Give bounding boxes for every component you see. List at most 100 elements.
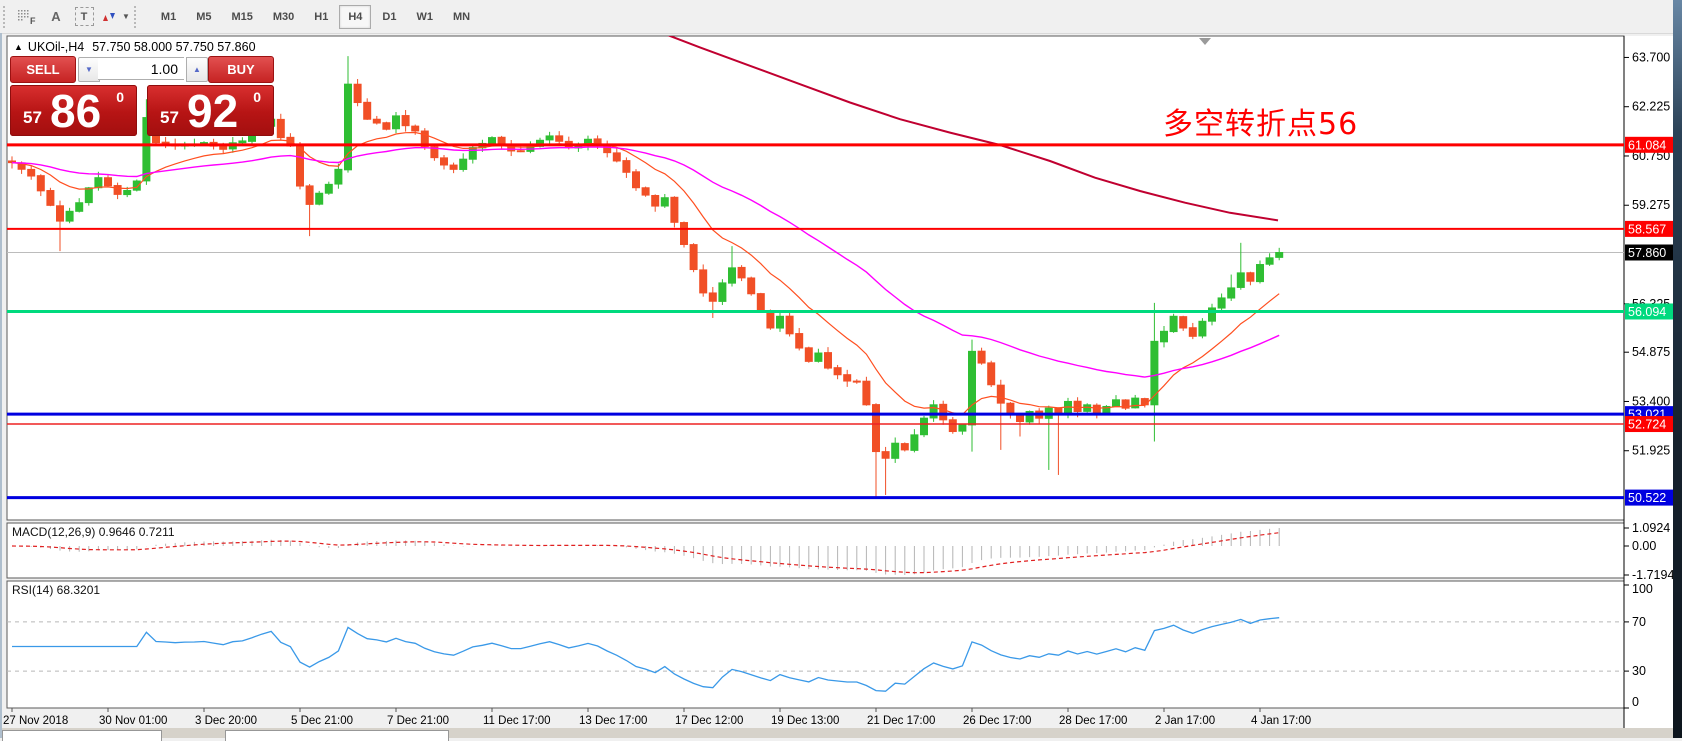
label-tool-glyph: T [74, 7, 94, 26]
trend-ma-line [667, 36, 1279, 222]
macd-panel [6, 522, 1625, 579]
macd-indicator-label: MACD(12,26,9) 0.9646 0.7211 [12, 525, 175, 539]
timeframe-bar: M1 M5 M15 M30 H1 H4 D1 W1 MN [151, 4, 480, 29]
tf-button-W1[interactable]: W1 [416, 10, 433, 23]
buy-price-sup: 0 [253, 89, 261, 105]
price-badge-58.567 [1625, 220, 1673, 237]
svg-text:30 Nov 01:00: 30 Nov 01:00 [99, 715, 167, 727]
sell-price-sup: 0 [116, 89, 124, 105]
tf-button-MN[interactable]: MN [452, 10, 471, 23]
tf-button-H1[interactable]: H1 [314, 10, 329, 23]
toolbar: F A T ▼ M1 M5 M15 M30 H1 H4 D1 W1 MN [0, 0, 1682, 34]
svg-text:53.400: 53.400 [1632, 394, 1670, 408]
svg-text:5 Dec 21:00: 5 Dec 21:00 [291, 715, 353, 727]
price-axis: 63.70062.22560.75059.27556.32554.87553.4… [1624, 50, 1673, 506]
cursor-grid-icon[interactable]: F [15, 5, 41, 29]
symbol-name: UKOil-,H4 [27, 40, 85, 54]
svg-text:50.522: 50.522 [1628, 491, 1666, 505]
price-badge-50.522 [1625, 489, 1673, 506]
tf-button-D1[interactable]: D1 [382, 10, 397, 23]
rsi-axis: 100 70 30 0 [1624, 582, 1653, 709]
svg-text:27 Nov 2018: 27 Nov 2018 [3, 715, 68, 727]
price-plot[interactable] [7, 29, 1624, 500]
status-box-1 [225, 730, 449, 741]
label-tool-icon[interactable]: T [71, 5, 97, 29]
rsi-plot [7, 617, 1624, 692]
status-strip [0, 728, 1682, 741]
price-badge-57.860 [1625, 244, 1673, 261]
svg-text:0.00: 0.00 [1632, 539, 1656, 553]
svg-text:4 Jan 17:00: 4 Jan 17:00 [1251, 715, 1311, 727]
buy-price-panel[interactable]: 57 92 0 [147, 85, 274, 136]
text-tool-icon[interactable]: A [51, 9, 61, 24]
svg-text:0: 0 [1632, 695, 1639, 709]
svg-text:70: 70 [1632, 615, 1646, 629]
svg-text:7 Dec 21:00: 7 Dec 21:00 [387, 715, 449, 727]
tf-button-H4[interactable]: H4 [339, 4, 372, 29]
svg-text:26 Dec 17:00: 26 Dec 17:00 [963, 715, 1031, 727]
svg-text:59.275: 59.275 [1632, 198, 1670, 212]
svg-text:57.860: 57.860 [1628, 246, 1666, 260]
arrows-tool-glyph [103, 12, 115, 21]
volume-input[interactable] [98, 57, 184, 80]
svg-text:13 Dec 17:00: 13 Dec 17:00 [579, 715, 647, 727]
sell-price-big: 86 [50, 85, 102, 137]
chart-title: ▲ UKOil-,H4 57.750 58.000 57.750 57.860 [14, 39, 256, 55]
svg-text:3 Dec 20:00: 3 Dec 20:00 [195, 715, 257, 727]
svg-text:58.567: 58.567 [1628, 222, 1666, 236]
arrows-tool-icon[interactable]: ▼ [99, 5, 130, 29]
window-right-edge [1673, 0, 1682, 738]
sell-button[interactable]: SELL [10, 56, 76, 83]
buy-button[interactable]: BUY [208, 56, 274, 83]
svg-text:2 Jan 17:00: 2 Jan 17:00 [1155, 715, 1215, 727]
svg-text:62.225: 62.225 [1632, 100, 1670, 114]
tf-button-M15[interactable]: M15 [231, 10, 253, 23]
time-axis: 27 Nov 2018 30 Nov 01:00 3 Dec 20:00 5 Dec … [3, 708, 1311, 727]
chart-annotation-text[interactable]: 多空转折点56 [1163, 107, 1359, 142]
rsi-indicator-label: RSI(14) 68.3201 [12, 583, 101, 597]
ohlc-values: 57.750 58.000 57.750 57.860 [92, 40, 256, 54]
svg-text:17 Dec 12:00: 17 Dec 12:00 [675, 715, 743, 727]
svg-text:-1.7194: -1.7194 [1632, 568, 1674, 582]
toolbar-separator [133, 5, 140, 28]
svg-text:52.724: 52.724 [1628, 418, 1666, 432]
ma-slow-line [11, 146, 1280, 378]
svg-text:56.094: 56.094 [1628, 305, 1666, 319]
tf-button-M1[interactable]: M1 [160, 10, 177, 23]
svg-text:11 Dec 17:00: 11 Dec 17:00 [483, 715, 551, 727]
chart-shift-marker-icon[interactable] [1199, 38, 1211, 45]
sell-price-panel[interactable]: 57 86 0 [10, 85, 137, 136]
rsi-panel [6, 580, 1625, 709]
svg-text:54.875: 54.875 [1632, 345, 1670, 359]
svg-text:1.0924: 1.0924 [1632, 521, 1670, 535]
toolbar-gripper[interactable] [3, 5, 9, 28]
price-badge-52.724 [1625, 416, 1673, 433]
volume-decrease-button[interactable]: ▼ [78, 57, 100, 82]
svg-text:28 Dec 17:00: 28 Dec 17:00 [1059, 715, 1127, 727]
macd-axis: 1.0924 0.00 -1.7194 [1624, 521, 1674, 582]
volume-increase-button[interactable]: ▲ [186, 57, 208, 82]
sell-price-prefix: 57 [23, 108, 42, 127]
one-click-trading-panel: SELL ▼ ▲ BUY 57 86 0 57 92 0 [10, 56, 274, 136]
dropdown-caret-icon: ▼ [122, 12, 130, 21]
symbol-collapse-icon[interactable]: ▲ [14, 42, 23, 52]
status-box-0 [2, 730, 162, 741]
svg-text:F: F [30, 16, 36, 26]
svg-text:61.084: 61.084 [1628, 138, 1666, 152]
svg-text:19 Dec 13:00: 19 Dec 13:00 [771, 715, 839, 727]
window-left-edge [0, 33, 2, 738]
buy-price-prefix: 57 [160, 108, 179, 127]
rsi-line [12, 617, 1280, 692]
svg-text:51.925: 51.925 [1632, 444, 1670, 458]
tf-button-M30[interactable]: M30 [272, 10, 295, 23]
svg-text:100: 100 [1632, 582, 1653, 596]
buy-price-big: 92 [187, 85, 239, 137]
cursor-grid-glyph: F [18, 9, 36, 26]
macd-plot [11, 528, 1280, 575]
macd-signal-line [11, 532, 1280, 574]
price-badge-61.084 [1625, 136, 1673, 153]
tf-button-M5[interactable]: M5 [196, 10, 212, 23]
price-badge-56.094 [1625, 303, 1673, 320]
